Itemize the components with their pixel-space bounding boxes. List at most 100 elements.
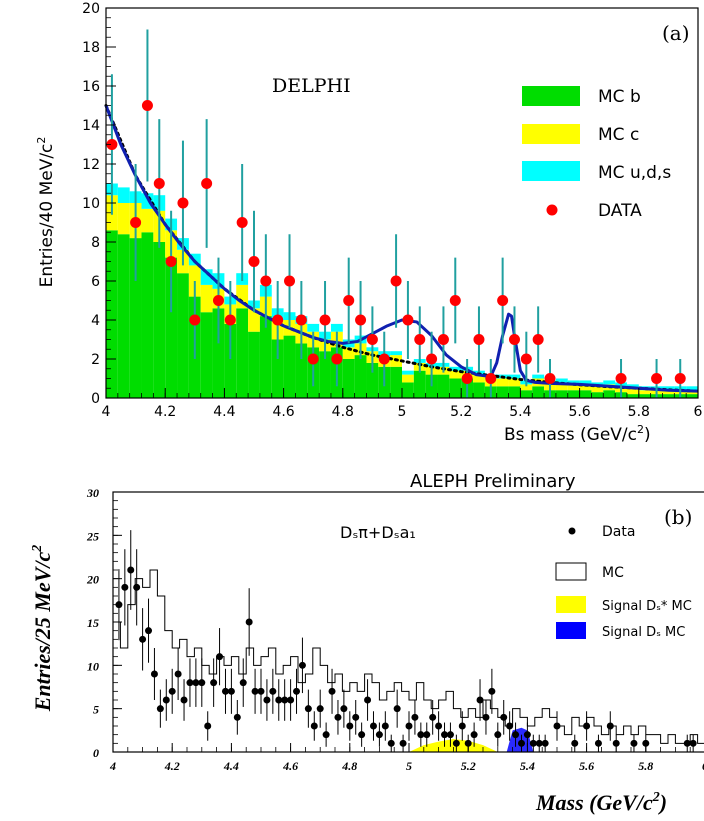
aleph-y-tick-label: 20	[86, 573, 99, 587]
mc-b-bar	[177, 273, 189, 398]
x-tick-label: 5.2	[450, 404, 472, 420]
aleph-y-axis-label: Entries/25 MeV/c2	[30, 545, 55, 713]
mc-c-bar	[117, 203, 130, 235]
aleph-data-point	[334, 713, 342, 721]
mc-b-bar	[236, 308, 249, 398]
aleph-data-point	[535, 739, 543, 747]
mc-uds-bar	[626, 384, 639, 389]
legend-label-data: DATA	[598, 201, 642, 221]
mc-b-bar	[165, 257, 178, 398]
mc-b-bar	[117, 234, 130, 398]
mc-uds-bar	[555, 378, 568, 383]
mc-b-bar	[319, 351, 331, 398]
aleph-data-point	[364, 696, 372, 704]
data-point	[355, 314, 367, 326]
data-point	[544, 373, 556, 384]
x-tick-label: 4.8	[332, 404, 354, 420]
aleph-x-tick-label: 5.2	[461, 759, 476, 773]
aleph-data-point	[630, 739, 638, 747]
mc-b-bar	[626, 394, 639, 398]
aleph-y-tick-label: 25	[86, 529, 99, 543]
y-tick-label: 2	[91, 352, 100, 368]
y-tick-label: 6	[91, 274, 100, 290]
mc-b-bar	[200, 312, 213, 398]
aleph-data-point	[470, 731, 478, 739]
delphi-data-points	[106, 29, 686, 398]
aleph-mc-histogram	[112, 569, 704, 752]
mc-b-bar	[212, 308, 225, 398]
x-tick-label: 5.4	[509, 404, 531, 420]
delphi-panel: 4 4.2 4.4 4.6 4.8 5 5.2 5.4 5.6 5.8 6 0 2 4 6 8 10 12 14 16…	[35, 1, 703, 445]
mc-b-bar	[437, 374, 450, 398]
mc-b-bar	[342, 359, 355, 398]
aleph-x-tick-label: 6	[702, 759, 704, 773]
aleph-data-point	[606, 722, 614, 730]
aleph-data-point	[293, 687, 301, 695]
aleph-data-point	[239, 679, 247, 687]
x-tick-label: 4	[102, 404, 111, 420]
mc-c-bar	[248, 308, 260, 332]
aleph-data-point	[571, 739, 579, 747]
aleph-data-point	[139, 635, 147, 643]
mc-c-bar	[496, 378, 509, 387]
aleph-data-point	[251, 687, 259, 695]
aleph-y-tick-label: 5	[93, 703, 99, 717]
fit-curve-line	[104, 104, 699, 393]
mc-c-bar	[402, 374, 414, 383]
data-point	[449, 295, 461, 306]
aleph-y-tick-label: 15	[87, 616, 99, 630]
aleph-data-point	[186, 679, 194, 687]
aleph-data-point	[500, 713, 508, 721]
aleph-data-point	[227, 687, 235, 695]
mc-b-bar	[283, 335, 296, 398]
x-tick-label: 4.2	[154, 404, 176, 420]
data-point	[165, 256, 177, 267]
legend-swatch-signal-ds-star	[556, 596, 586, 613]
mc-b-bar	[141, 232, 154, 398]
y-tick-label: 8	[91, 235, 100, 251]
mc-c-bar	[579, 384, 592, 391]
y-tick-label: 14	[82, 118, 100, 134]
aleph-data-point	[221, 687, 229, 695]
legend-label-signal-ds-star: Signal Dₛ* MC	[602, 599, 692, 614]
aleph-data-point	[133, 583, 141, 591]
mc-b-bar	[603, 390, 616, 398]
aleph-data-point	[482, 713, 490, 721]
data-point	[426, 353, 438, 365]
mc-histogram-step	[112, 569, 704, 752]
aleph-data-point	[594, 739, 602, 747]
mc-b-bar	[508, 386, 521, 398]
mc-b-bar	[662, 394, 675, 398]
mc-b-bar	[129, 238, 142, 398]
aleph-data-point	[150, 670, 158, 678]
data-point	[224, 314, 236, 326]
mc-b-bar	[354, 355, 367, 398]
delphi-panel-label: (a)	[662, 21, 690, 45]
data-point	[414, 334, 426, 345]
delphi-title: DELPHI	[272, 75, 351, 97]
aleph-data-point	[245, 618, 253, 626]
aleph-data-point	[275, 696, 283, 704]
aleph-data-point	[435, 722, 443, 730]
aleph-data-points	[115, 530, 697, 752]
aleph-data-point	[346, 722, 354, 730]
mc-uds-bar	[307, 323, 320, 332]
mc-b-bar	[520, 390, 533, 398]
aleph-data-point	[216, 653, 224, 661]
aleph-x-tick-label: 5	[406, 759, 412, 773]
aleph-data-point	[281, 696, 289, 704]
mc-b-bar	[638, 394, 651, 398]
mc-b-bar	[579, 390, 592, 398]
data-point	[508, 334, 520, 345]
aleph-channel-annotation: Dₛπ+Dₛa₁	[340, 523, 416, 542]
data-point	[260, 275, 272, 287]
data-point	[272, 314, 284, 326]
aleph-data-point	[263, 696, 271, 704]
aleph-data-point	[198, 679, 206, 687]
aleph-data-point	[192, 679, 200, 687]
aleph-data-point	[115, 601, 123, 609]
mc-b-bar	[532, 386, 545, 398]
aleph-data-point	[287, 696, 295, 704]
mc-uds-bar	[390, 351, 402, 356]
mc-uds-bar	[449, 366, 462, 371]
